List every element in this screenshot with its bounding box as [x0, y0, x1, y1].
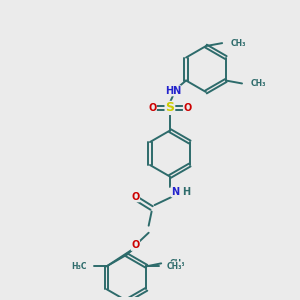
Text: N: N	[171, 187, 179, 197]
Text: O: O	[148, 103, 156, 113]
Text: H: H	[182, 187, 190, 197]
Text: O: O	[183, 103, 192, 113]
Text: HN: HN	[165, 86, 181, 96]
Text: S: S	[165, 101, 174, 114]
Text: CH₃: CH₃	[250, 79, 266, 88]
Text: CH₃: CH₃	[166, 262, 182, 271]
Text: CH₃: CH₃	[169, 259, 185, 268]
Text: CH₃: CH₃	[230, 39, 246, 48]
Text: O: O	[131, 240, 140, 250]
Text: O: O	[131, 192, 140, 202]
Text: H₃C: H₃C	[71, 262, 87, 271]
